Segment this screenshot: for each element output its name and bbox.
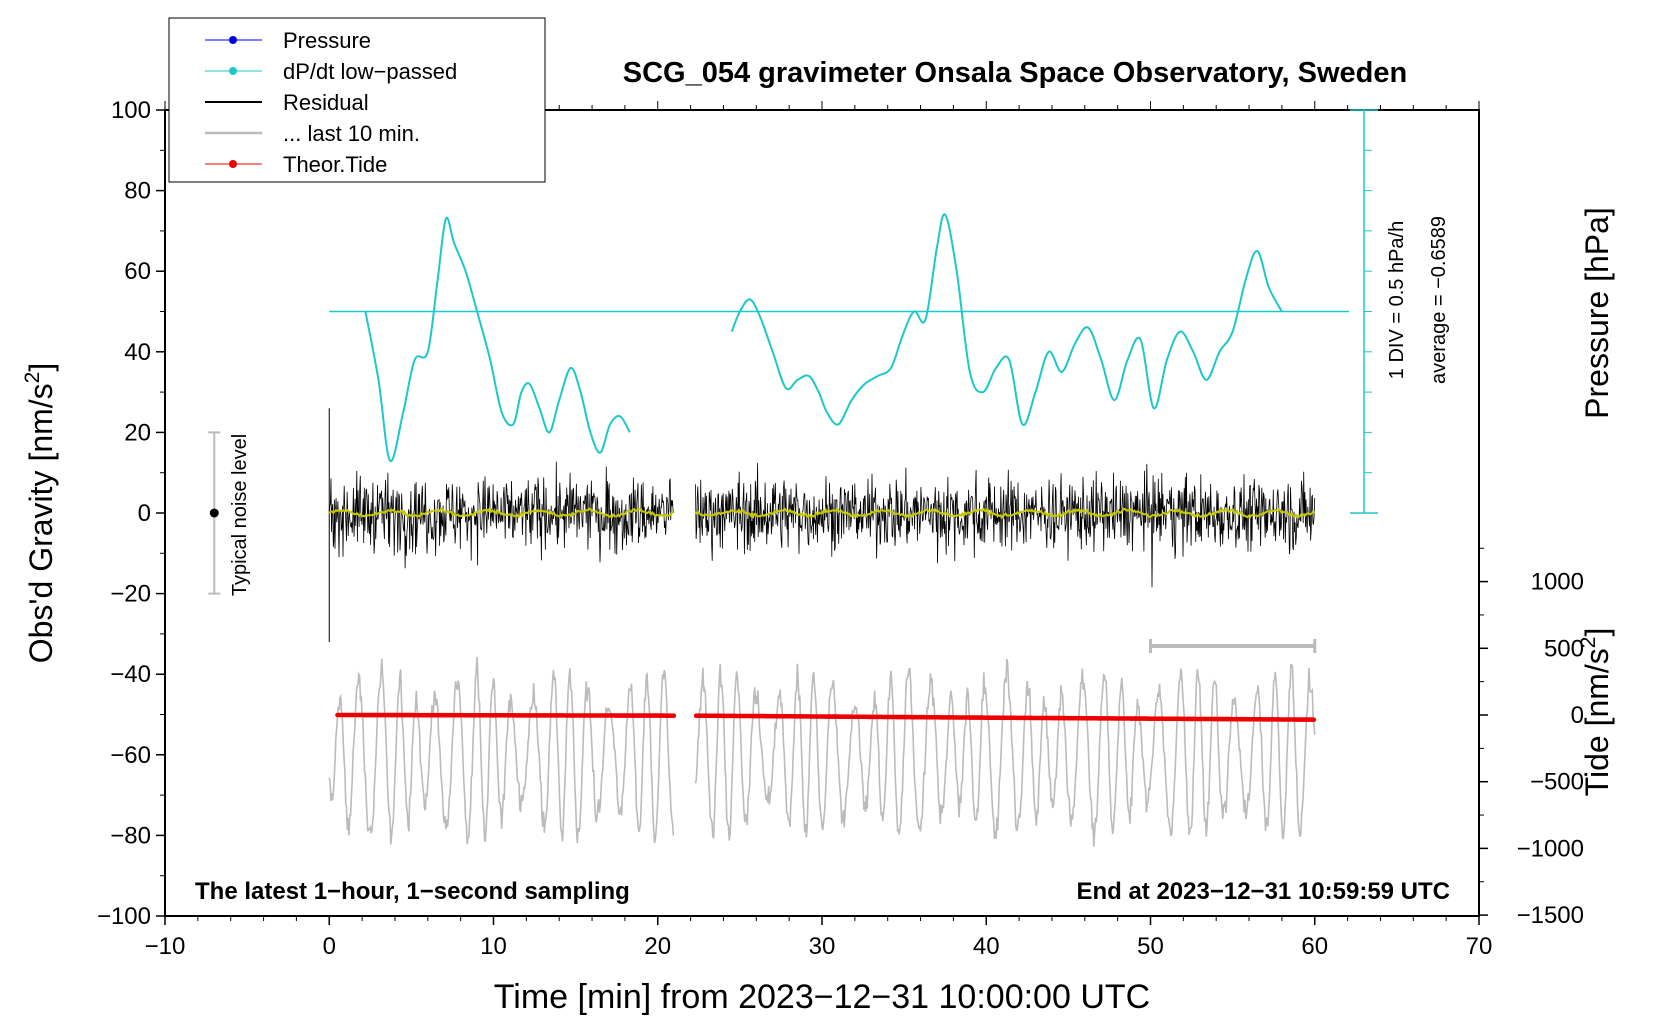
tide-tick-label: −1000: [1517, 835, 1584, 862]
y-axis-label-pressure: Pressure [hPa]: [1579, 207, 1615, 419]
tide-point: [671, 713, 677, 718]
dpdt-average-label: average = −0.6589: [1428, 216, 1450, 384]
x-tick-label: 60: [1301, 933, 1328, 960]
y-tick-label: −20: [110, 581, 151, 608]
y-tick-label: 40: [124, 339, 151, 366]
dpdt-scale-label: 1 DIV = 0.5 hPa/h: [1386, 221, 1408, 379]
y-tick-label: 60: [124, 258, 151, 285]
y-axis-label-tide: Tide [nm/s2]: [1577, 628, 1615, 797]
series-layer: [328, 213, 1349, 847]
y-tick-label: −60: [110, 742, 151, 769]
y-tick-label: −100: [97, 903, 151, 930]
noise-center-dot: [209, 508, 219, 518]
last10-line: [694, 658, 1316, 847]
y-tick-label: −80: [110, 822, 151, 849]
legend: Pressure dP/dt low−passed Residual ... l…: [168, 17, 546, 183]
legend-label-dpdt: dP/dt low−passed: [283, 59, 457, 84]
legend-marker-tide: [229, 160, 237, 168]
x-tick-label: 50: [1137, 933, 1164, 960]
last10-line: [328, 656, 675, 845]
legend-label-tide: Theor.Tide: [283, 152, 387, 177]
y-tick-label: 0: [138, 500, 151, 527]
legend-label-residual: Residual: [283, 90, 369, 115]
dpdt-scale-bar: [1350, 109, 1378, 514]
x-axis-label: Time [min] from 2023−12−31 10:00:00 UTC: [494, 978, 1150, 1016]
end-time-note: End at 2023−12−31 10:59:59 UTC: [1076, 878, 1450, 905]
tide-point: [1311, 717, 1317, 722]
tide-tick-label: 1000: [1531, 569, 1584, 596]
x-tick-label: 20: [644, 933, 671, 960]
x-tick-label: 0: [323, 933, 336, 960]
axes-layer: −10 0 10 20 30 40 50 60 70100806040200−20−40−60−…: [97, 97, 1584, 960]
tide-tick-label: −1500: [1517, 902, 1584, 929]
y-axis-label-left: Obs'd Gravity [nm/s2]: [21, 363, 59, 664]
chart-title: SCG_054 gravimeter Onsala Space Observat…: [623, 57, 1407, 89]
noise-level-label: Typical noise level: [229, 434, 251, 596]
y-tick-label: −40: [110, 661, 151, 688]
legend-box: [168, 17, 546, 183]
x-tick-label: −10: [145, 933, 186, 960]
x-tick-label: 40: [973, 933, 1000, 960]
residual-smooth-line: [694, 506, 1315, 520]
residual-line: [328, 461, 674, 569]
y-tick-label: 100: [111, 97, 151, 124]
legend-label-pressure: Pressure: [283, 28, 371, 53]
noise-level-indicator: [208, 431, 221, 595]
legend-marker-pressure: [229, 36, 237, 44]
residual-line: [695, 463, 1316, 588]
residual-smooth-line: [328, 506, 674, 519]
x-tick-label: 10: [480, 933, 507, 960]
dpdt-line: [730, 213, 1283, 426]
tide-tick-label: −500: [1530, 769, 1584, 796]
y-tick-label: 20: [124, 419, 151, 446]
legend-marker-dpdt: [229, 67, 237, 75]
x-tick-label: 70: [1466, 933, 1493, 960]
legend-label-last10: ... last 10 min.: [283, 121, 420, 146]
dpdt-line: [364, 216, 631, 462]
y-tick-label: 80: [124, 178, 151, 205]
tide-tick-label: 500: [1544, 635, 1584, 662]
x-tick-label: 30: [809, 933, 836, 960]
tide-tick-label: 0: [1571, 702, 1584, 729]
sampling-note: The latest 1−hour, 1−second sampling: [195, 878, 630, 905]
